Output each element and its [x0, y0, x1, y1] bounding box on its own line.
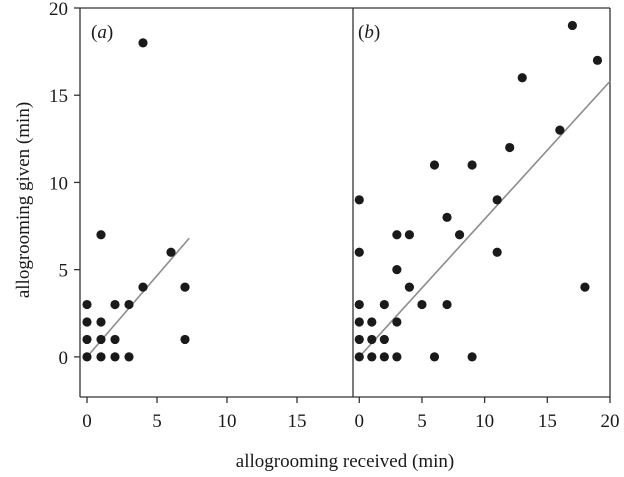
x-tick-label: 0: [355, 411, 365, 432]
data-point: [110, 299, 120, 310]
data-point: [567, 20, 577, 31]
y-tick-label: 5: [59, 261, 69, 282]
data-point: [429, 352, 440, 362]
y-tick-label: 10: [49, 173, 68, 194]
plot-frame: [79, 7, 611, 398]
x-tick-label: 5: [152, 411, 162, 432]
data-point: [517, 73, 527, 83]
data-point: [429, 160, 440, 170]
x-tick-label: 0: [82, 411, 92, 432]
data-point: [367, 334, 377, 345]
data-point: [124, 299, 134, 310]
data-point: [367, 317, 377, 327]
data-point: [82, 299, 92, 310]
data-point: [138, 38, 148, 48]
data-point: [138, 282, 148, 292]
panel-label-b-letter: b: [364, 22, 374, 43]
data-point: [96, 334, 106, 345]
data-point: [82, 317, 92, 327]
data-point: [96, 317, 106, 327]
data-point: [467, 160, 477, 170]
panel-label-b: (b): [358, 22, 380, 43]
data-point: [110, 352, 120, 362]
data-point: [404, 282, 415, 292]
y-tick-label: 15: [49, 86, 68, 107]
data-point: [180, 282, 190, 292]
data-point: [354, 299, 364, 310]
data-point: [442, 212, 452, 222]
data-point: [379, 299, 389, 310]
panel-b: 0 5 10 15 20: [354, 20, 620, 432]
panel-a: 0 5 10 15: [82, 38, 307, 432]
panel-label-b-close: ): [374, 22, 380, 43]
y-axis-title: allogrooming given (min): [13, 102, 34, 298]
data-point: [354, 334, 364, 345]
x-axis-title: allogrooming received (min): [236, 451, 454, 472]
data-point: [354, 352, 364, 362]
x-tick-label: 10: [218, 411, 237, 432]
data-point: [492, 195, 502, 205]
panel-label-a-letter: a: [97, 22, 107, 43]
data-point: [82, 334, 92, 345]
y-axis: 0 5 10 15 20: [49, 0, 80, 369]
data-point: [166, 247, 176, 257]
data-point: [110, 334, 120, 345]
data-point: [505, 142, 515, 153]
data-point: [392, 352, 402, 362]
data-point: [354, 247, 364, 257]
x-tick-label: 20: [601, 411, 620, 432]
regression-line: [358, 80, 611, 358]
x-tick-label: 15: [288, 411, 307, 432]
data-point: [492, 247, 502, 257]
data-point: [592, 55, 603, 65]
x-tick-label: 10: [475, 411, 494, 432]
data-point: [354, 195, 364, 205]
data-point: [442, 299, 452, 310]
panel-label-b-open: (: [358, 22, 364, 43]
x-tick-label: 15: [538, 411, 557, 432]
data-point: [392, 317, 402, 327]
data-point: [379, 352, 389, 362]
y-tick-label: 0: [59, 348, 69, 369]
data-point: [454, 230, 465, 240]
data-point: [404, 230, 415, 240]
data-point: [354, 317, 364, 327]
data-point: [467, 352, 477, 362]
data-point: [96, 352, 106, 362]
data-point: [555, 125, 565, 135]
data-point: [379, 334, 389, 345]
data-point: [417, 299, 427, 310]
data-point: [392, 265, 402, 275]
panel-label-a: (a): [91, 22, 113, 43]
data-point: [124, 352, 134, 362]
data-point: [96, 230, 106, 240]
data-point: [580, 282, 590, 292]
data-point: [392, 230, 402, 240]
data-point: [367, 352, 377, 362]
data-point: [180, 334, 190, 345]
y-tick-label: 20: [49, 0, 68, 20]
panel-label-a-open: (: [91, 22, 97, 43]
data-point: [82, 352, 92, 362]
x-tick-label: 5: [417, 411, 427, 432]
panel-label-a-close: ): [107, 22, 113, 43]
